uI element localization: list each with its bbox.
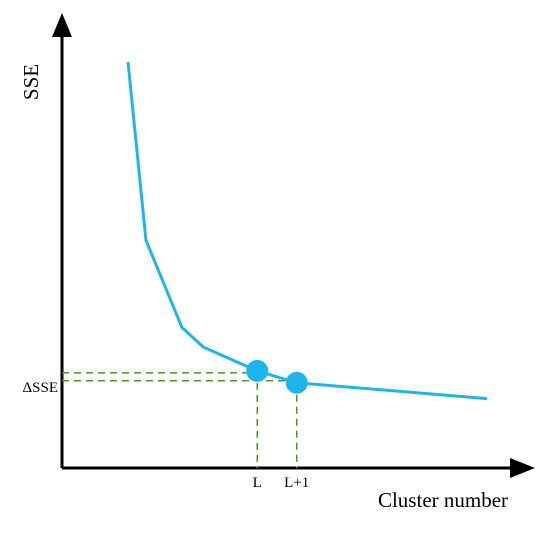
- y-axis-arrow: [52, 13, 72, 37]
- x-axis-title: Cluster number: [378, 488, 508, 512]
- x-axis-arrow: [510, 458, 535, 478]
- data-point-1: [246, 359, 269, 382]
- point-group: [246, 359, 308, 394]
- series-group: [126, 61, 488, 401]
- data-point-2: [285, 371, 308, 394]
- x-tick-label-L-plus-1: L+1: [284, 475, 309, 491]
- guide-lines: [62, 370, 298, 468]
- series-line: [126, 61, 488, 401]
- y-axis-title: SSE: [19, 64, 43, 100]
- x-tick-label-L: L: [253, 475, 262, 491]
- y-annotation-delta-sse: ΔSSE: [23, 380, 59, 396]
